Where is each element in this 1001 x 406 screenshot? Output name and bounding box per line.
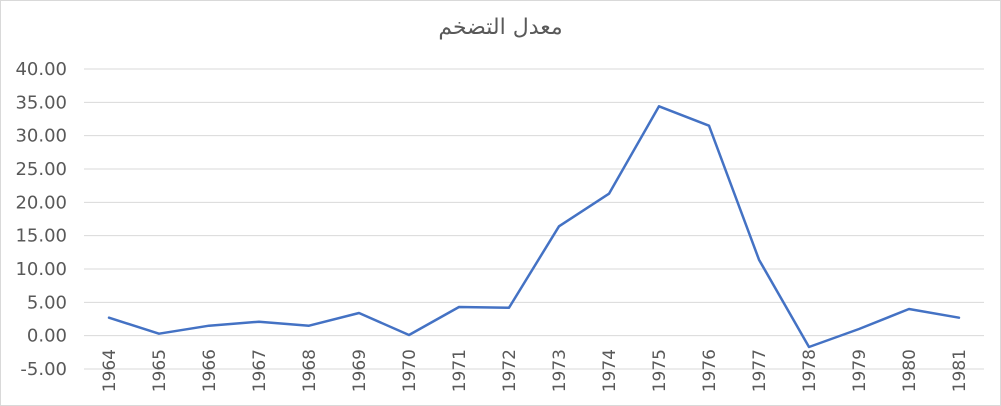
y-tick-label: 15.00 xyxy=(15,226,67,247)
data-point xyxy=(406,332,412,338)
data-point xyxy=(556,223,562,229)
y-tick-label: -5.00 xyxy=(20,359,67,380)
y-tick-label: 10.00 xyxy=(15,259,67,280)
data-point xyxy=(756,257,762,263)
data-point xyxy=(656,103,662,109)
series-line xyxy=(107,105,961,349)
chart-title: معدل التضخم xyxy=(438,15,563,40)
x-tick-label: 1971 xyxy=(450,349,470,392)
x-tick-label: 1973 xyxy=(550,349,570,392)
x-tick-label: 1964 xyxy=(100,349,120,392)
data-point xyxy=(156,331,162,337)
data-point xyxy=(506,305,512,311)
data-point xyxy=(806,344,812,350)
x-tick-label: 1981 xyxy=(950,349,970,392)
data-point xyxy=(306,323,312,329)
data-point xyxy=(906,306,912,312)
data-point xyxy=(256,319,262,325)
x-tick-label: 1969 xyxy=(350,349,370,392)
y-tick-label: 5.00 xyxy=(27,292,67,313)
x-tick-label: 1966 xyxy=(200,349,220,392)
x-tick-label: 1968 xyxy=(300,349,320,392)
x-tick-label: 1975 xyxy=(650,349,670,392)
y-tick-label: 35.00 xyxy=(15,92,67,113)
data-point xyxy=(956,315,962,321)
y-tick-label: 0.00 xyxy=(27,326,67,347)
data-point xyxy=(456,304,462,310)
y-tick-label: 40.00 xyxy=(15,59,67,80)
x-tick-label: 1978 xyxy=(800,349,820,392)
data-point xyxy=(206,323,212,329)
y-tick-label: 25.00 xyxy=(15,159,67,180)
x-tick-label: 1980 xyxy=(900,349,920,392)
data-point xyxy=(356,310,362,316)
y-tick-label: 30.00 xyxy=(15,126,67,147)
x-tick-label: 1974 xyxy=(600,349,620,392)
x-tick-label: 1970 xyxy=(400,349,420,392)
x-tick-label: 1972 xyxy=(500,349,520,392)
x-tick-label: 1979 xyxy=(850,349,870,392)
x-tick-label: 1965 xyxy=(150,349,170,392)
data-point xyxy=(606,191,612,197)
data-point xyxy=(856,326,862,332)
x-tick-label: 1977 xyxy=(750,349,770,392)
x-tick-label: 1976 xyxy=(700,349,720,392)
data-point xyxy=(106,315,112,321)
y-tick-label: 20.00 xyxy=(15,192,67,213)
data-point xyxy=(706,123,712,129)
x-tick-label: 1967 xyxy=(250,349,270,392)
